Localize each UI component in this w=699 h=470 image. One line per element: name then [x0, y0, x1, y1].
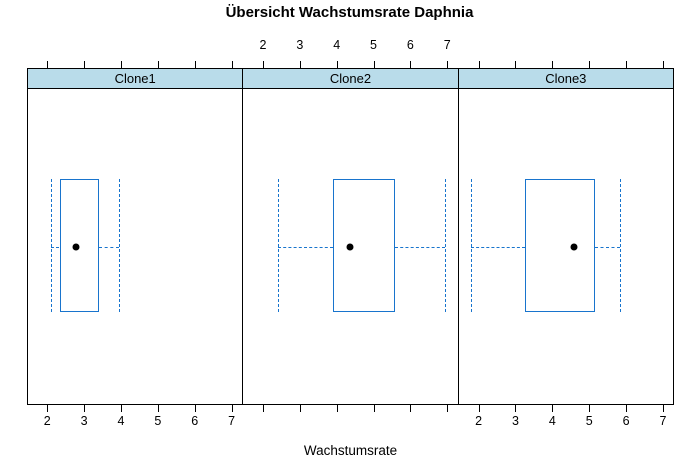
axis-tick	[410, 61, 412, 68]
axis-tick	[194, 61, 196, 68]
axis-tick	[157, 405, 159, 412]
strip-label: Clone1	[114, 71, 156, 86]
box-rect	[59, 179, 100, 312]
top-axis-labels: 2 3 4 5 6 7	[27, 37, 674, 53]
axis-tick	[373, 405, 375, 412]
axis-tick-label: 3	[296, 38, 304, 52]
axis-tick-label: 5	[370, 38, 378, 52]
strip-label: Clone2	[329, 71, 372, 86]
top-axis	[27, 61, 674, 68]
axis-tick-label: 7	[443, 38, 451, 52]
axis-tick	[515, 61, 517, 68]
box-rect	[524, 179, 596, 312]
strip-row: Clone1 Clone2 Clone3	[27, 68, 674, 89]
axis-tick	[410, 405, 412, 412]
median-dot	[570, 243, 578, 250]
whisker-line-low	[470, 246, 525, 248]
axis-tick	[336, 61, 338, 68]
x-axis-label: Wachstumsrate	[303, 443, 398, 458]
axis-tick-label: 2	[475, 414, 483, 428]
axis-tick	[589, 405, 591, 412]
axis-tick	[262, 61, 264, 68]
axis-tick-label: 4	[548, 414, 556, 428]
whisker-line-low	[51, 246, 60, 248]
plot-title: Übersicht Wachstumsrate Daphnia	[225, 4, 474, 21]
axis-tick-label: 7	[228, 414, 236, 428]
axis-tick	[47, 405, 49, 412]
bottom-axis	[27, 405, 674, 412]
axis-tick	[478, 405, 480, 412]
axis-tick	[84, 405, 86, 412]
whisker-cap-high	[620, 179, 622, 312]
median-dot	[72, 243, 80, 250]
axis-tick	[157, 61, 159, 68]
axis-tick	[662, 61, 664, 68]
strip-clone3: Clone3	[457, 69, 673, 88]
axis-tick	[194, 405, 196, 412]
axis-tick-label: 2	[259, 38, 267, 52]
axis-tick	[447, 61, 449, 68]
axis-tick-label: 6	[622, 414, 630, 428]
axis-tick-label: 5	[154, 414, 162, 428]
axis-tick	[121, 61, 122, 68]
axis-tick	[552, 405, 554, 412]
axis-tick	[552, 61, 554, 68]
axis-tick	[373, 61, 375, 68]
axis-tick	[299, 405, 301, 412]
whisker-line-low	[278, 246, 334, 248]
whisker-line-high	[595, 246, 621, 248]
axis-tick-label: 2	[43, 414, 51, 428]
whisker-cap-low	[278, 179, 280, 312]
axis-tick-label: 7	[659, 414, 667, 428]
axis-tick-label: 4	[117, 414, 125, 428]
strip-label: Clone3	[545, 71, 587, 86]
axis-tick-label: 3	[511, 414, 519, 428]
median-dot	[346, 243, 354, 250]
axis-tick-label: 4	[333, 38, 341, 52]
axis-tick	[589, 61, 591, 68]
strip-clone2: Clone2	[242, 69, 458, 88]
axis-tick	[84, 61, 86, 68]
axis-tick	[478, 61, 480, 68]
panel-clone1	[28, 89, 242, 404]
axis-tick	[262, 405, 264, 412]
whisker-cap-high	[444, 179, 446, 312]
axis-tick	[121, 405, 122, 412]
whisker-line-high	[99, 246, 119, 248]
axis-tick	[47, 61, 49, 68]
axis-tick	[336, 405, 338, 412]
whisker-cap-low	[51, 179, 53, 312]
panels-row	[27, 88, 674, 405]
whisker-line-high	[395, 246, 445, 248]
axis-tick	[626, 61, 628, 68]
bottom-axis-labels: 2 3 4 5 6 7 2 3 4 5 6 7	[27, 413, 674, 429]
axis-tick	[662, 405, 664, 412]
axis-tick	[231, 405, 233, 412]
axis-tick	[447, 405, 449, 412]
axis-tick	[626, 405, 628, 412]
whisker-cap-low	[470, 179, 472, 312]
axis-tick-label: 5	[585, 414, 593, 428]
axis-tick-label: 6	[191, 414, 199, 428]
whisker-cap-high	[118, 179, 120, 312]
strip-clone1: Clone1	[28, 69, 243, 88]
axis-tick	[515, 405, 517, 412]
panel-clone3	[457, 89, 673, 404]
axis-tick-label: 6	[406, 38, 414, 52]
axis-tick	[231, 61, 233, 68]
panel-clone2	[242, 89, 457, 404]
axis-tick-label: 3	[80, 414, 88, 428]
box-rect	[333, 179, 395, 312]
axis-tick	[299, 61, 301, 68]
